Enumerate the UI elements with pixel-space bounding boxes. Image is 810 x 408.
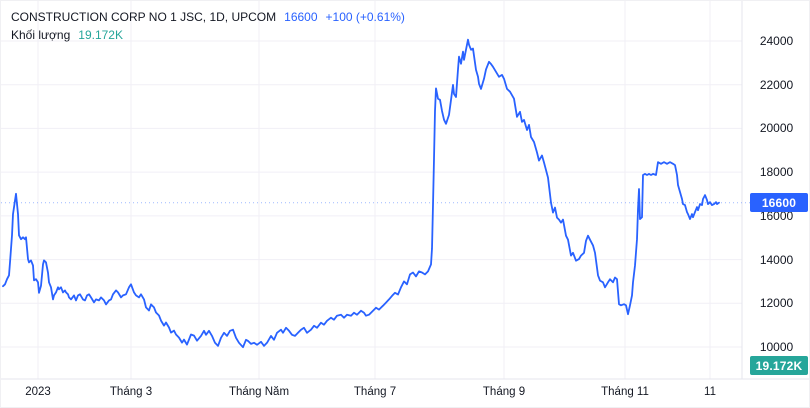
time-tick-label: 2023 [25,386,51,398]
time-tick-label: Tháng 11 [601,386,649,398]
price-tick-label: 18000 [759,165,794,180]
time-scale[interactable]: 2023 Tháng 3 Tháng Năm Tháng 7 Tháng 9 Tháng … [1,379,809,407]
price-change-value: +100 (+0.61%) [325,10,405,24]
price-line-series[interactable] [2,38,720,349]
time-tick-label: Tháng Năm [228,386,290,398]
price-tick-label: 16000 [759,208,794,223]
time-tick-label: Tháng 9 [482,386,526,398]
volume-indicator-value: 19.172K [78,28,123,42]
price-tick-label: 12000 [759,296,794,311]
time-tick-label: 11 [704,386,716,398]
time-tick-label: Tháng 3 [109,386,153,398]
price-tick-label: 20000 [759,121,794,136]
last-price-value: 16600 [284,10,318,24]
price-scale[interactable]: 24000 22000 20000 18000 16000 14000 12000 10000 [742,1,809,379]
price-tick-label: 24000 [759,34,794,48]
chart-legend: CONSTRUCTION CORP NO 1 JSC, 1D, UPCOM 16… [11,8,405,44]
price-tick-label: 22000 [759,77,794,92]
volume-indicator-label: Khối lượng [11,28,71,42]
price-tick-label: 14000 [759,252,794,267]
last-volume-badge: 19.172K [750,356,808,375]
price-tick-label: 10000 [759,340,794,354]
time-tick-label: Tháng 7 [353,386,397,398]
last-price-badge: 16600 [750,193,808,213]
symbol-title: CONSTRUCTION CORP NO 1 JSC, 1D, UPCOM [11,10,277,24]
